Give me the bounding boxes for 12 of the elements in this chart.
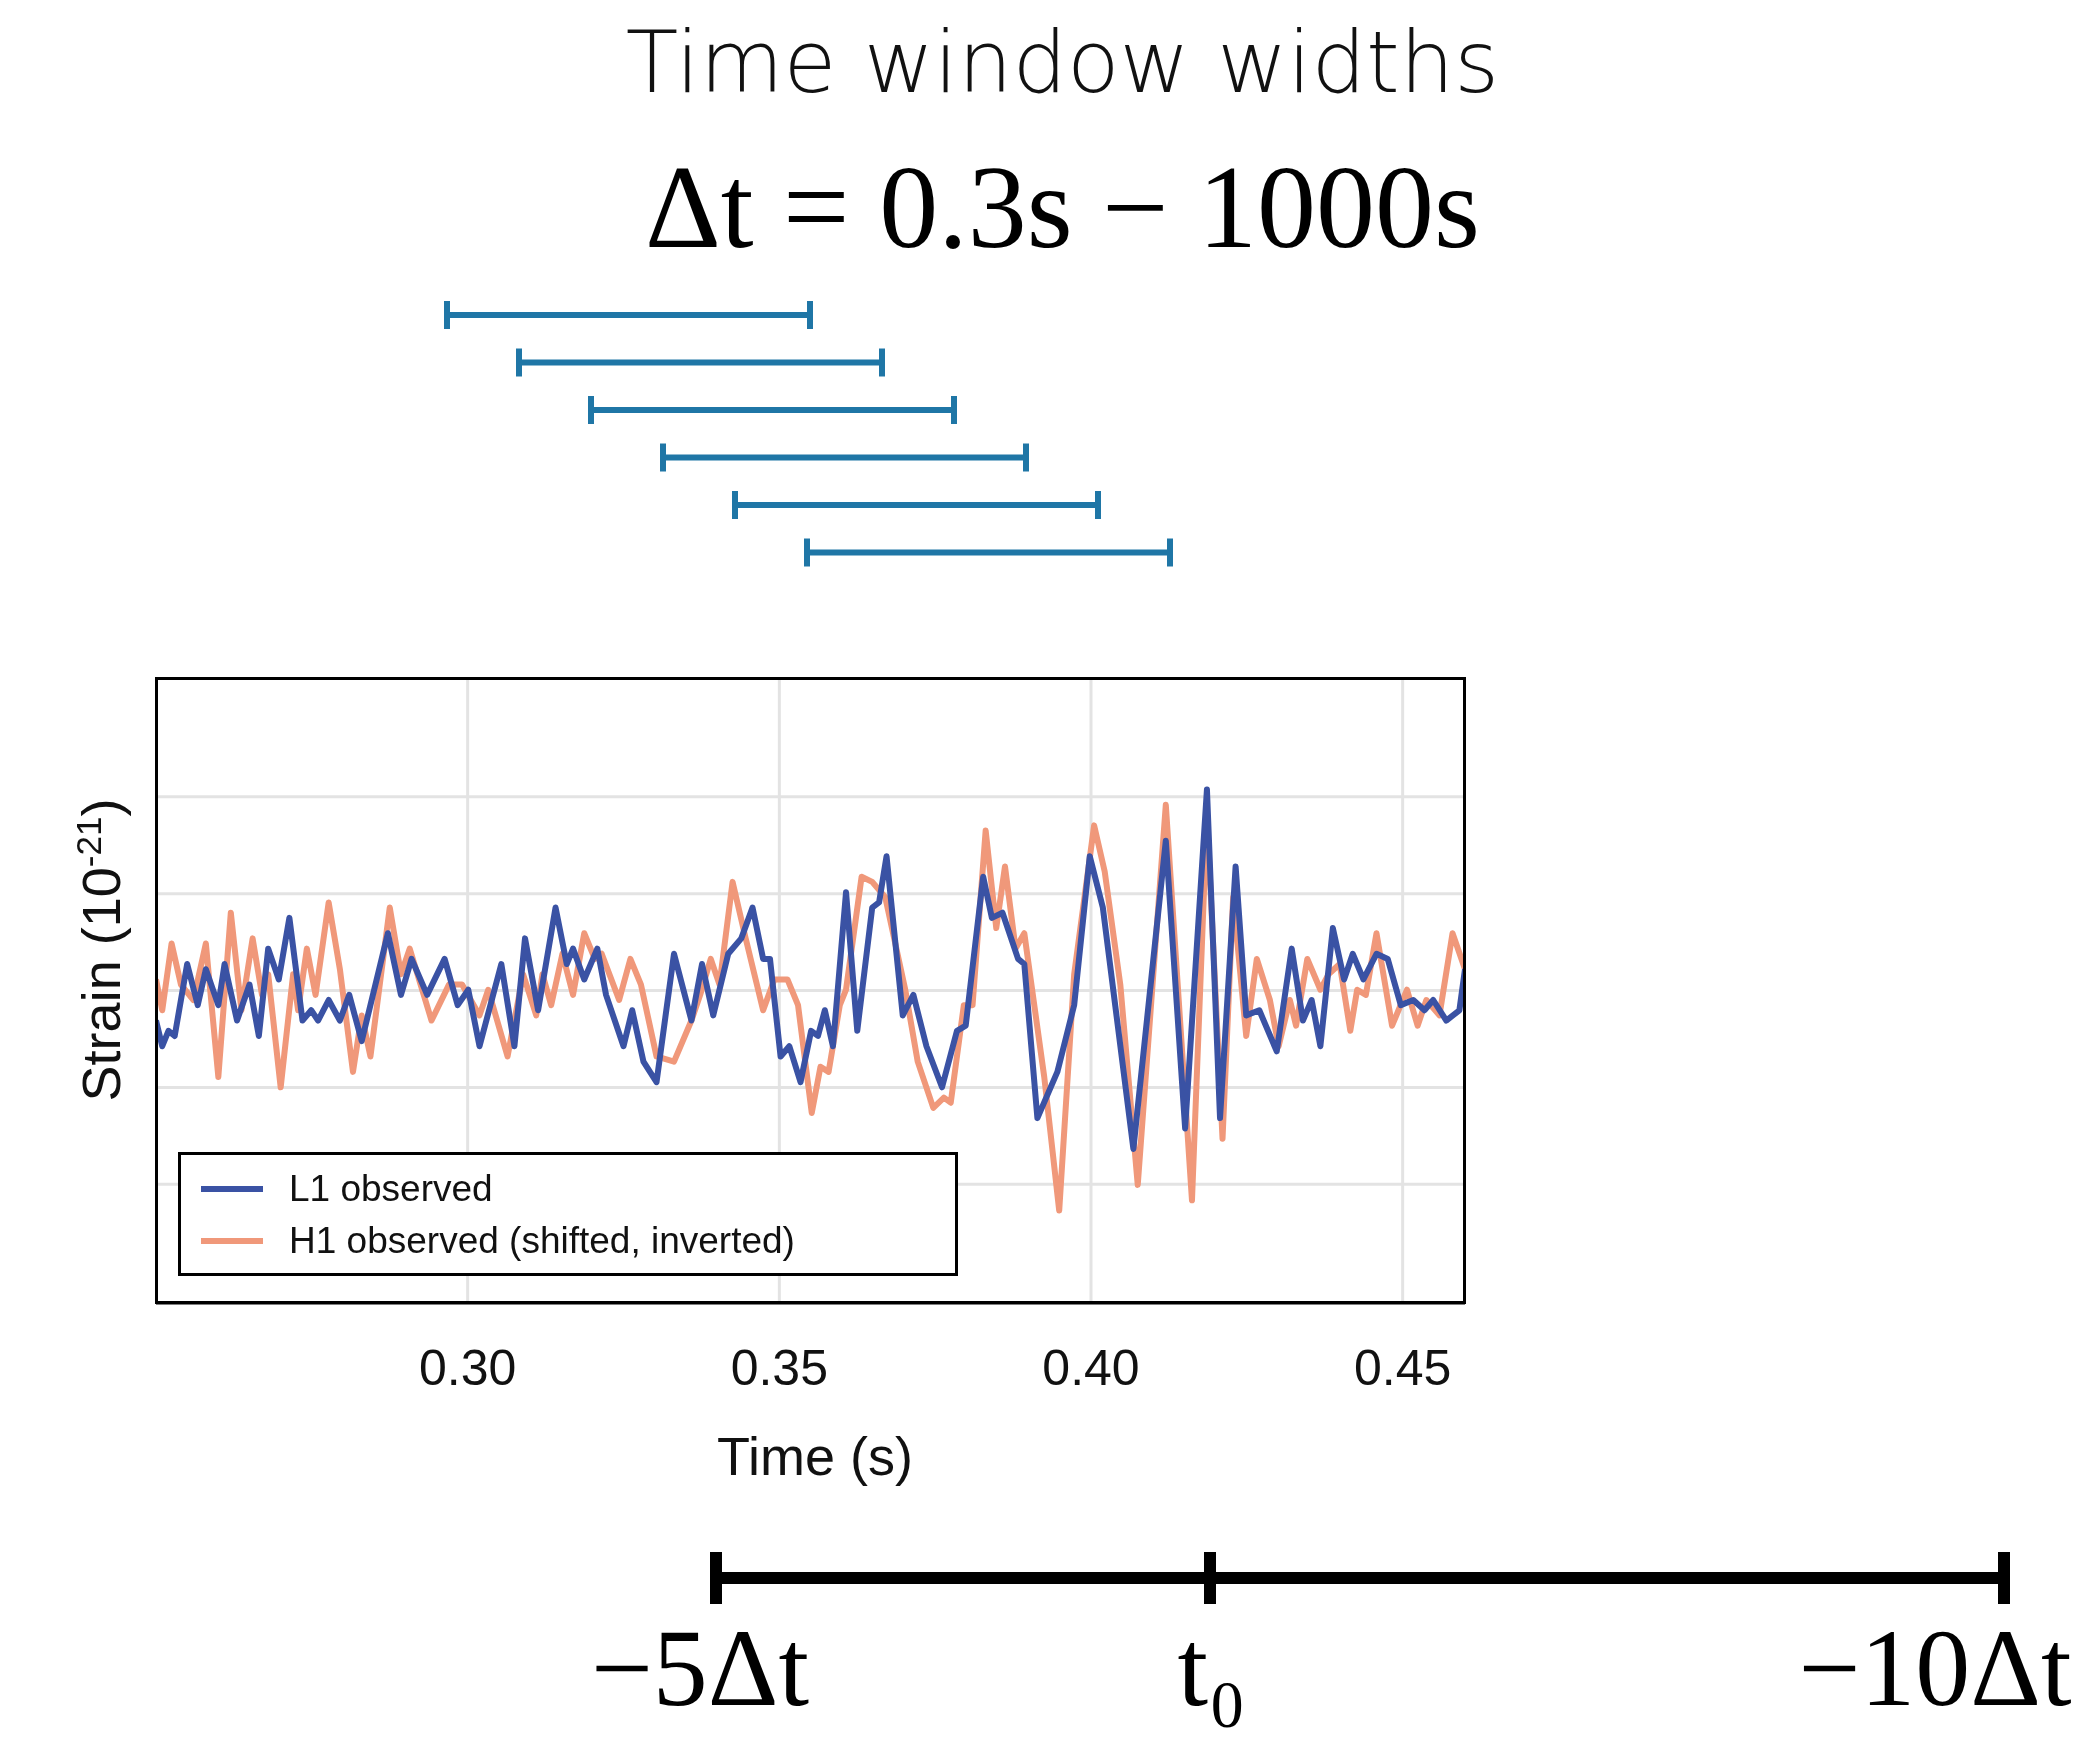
x-tick-label: 0.35: [730, 1339, 828, 1396]
x-tick-label: 0.40: [1042, 1339, 1140, 1396]
x-tick-label: 0.45: [1354, 1339, 1452, 1396]
x-tick-label: 0.30: [419, 1339, 517, 1396]
x-axis-title: Time (s): [716, 1425, 914, 1487]
legend-label: L1 observed: [289, 1168, 493, 1210]
text: −10Δt: [1797, 1606, 2073, 1731]
legend-label: H1 observed (shifted, inverted): [289, 1220, 795, 1262]
chart-subtitle: Δt = 0.3s − 1000s: [643, 141, 1482, 275]
text: t₀: [1176, 1606, 1248, 1731]
text: −5Δt: [589, 1606, 811, 1731]
chart-title: Time window widths: [624, 12, 1501, 112]
